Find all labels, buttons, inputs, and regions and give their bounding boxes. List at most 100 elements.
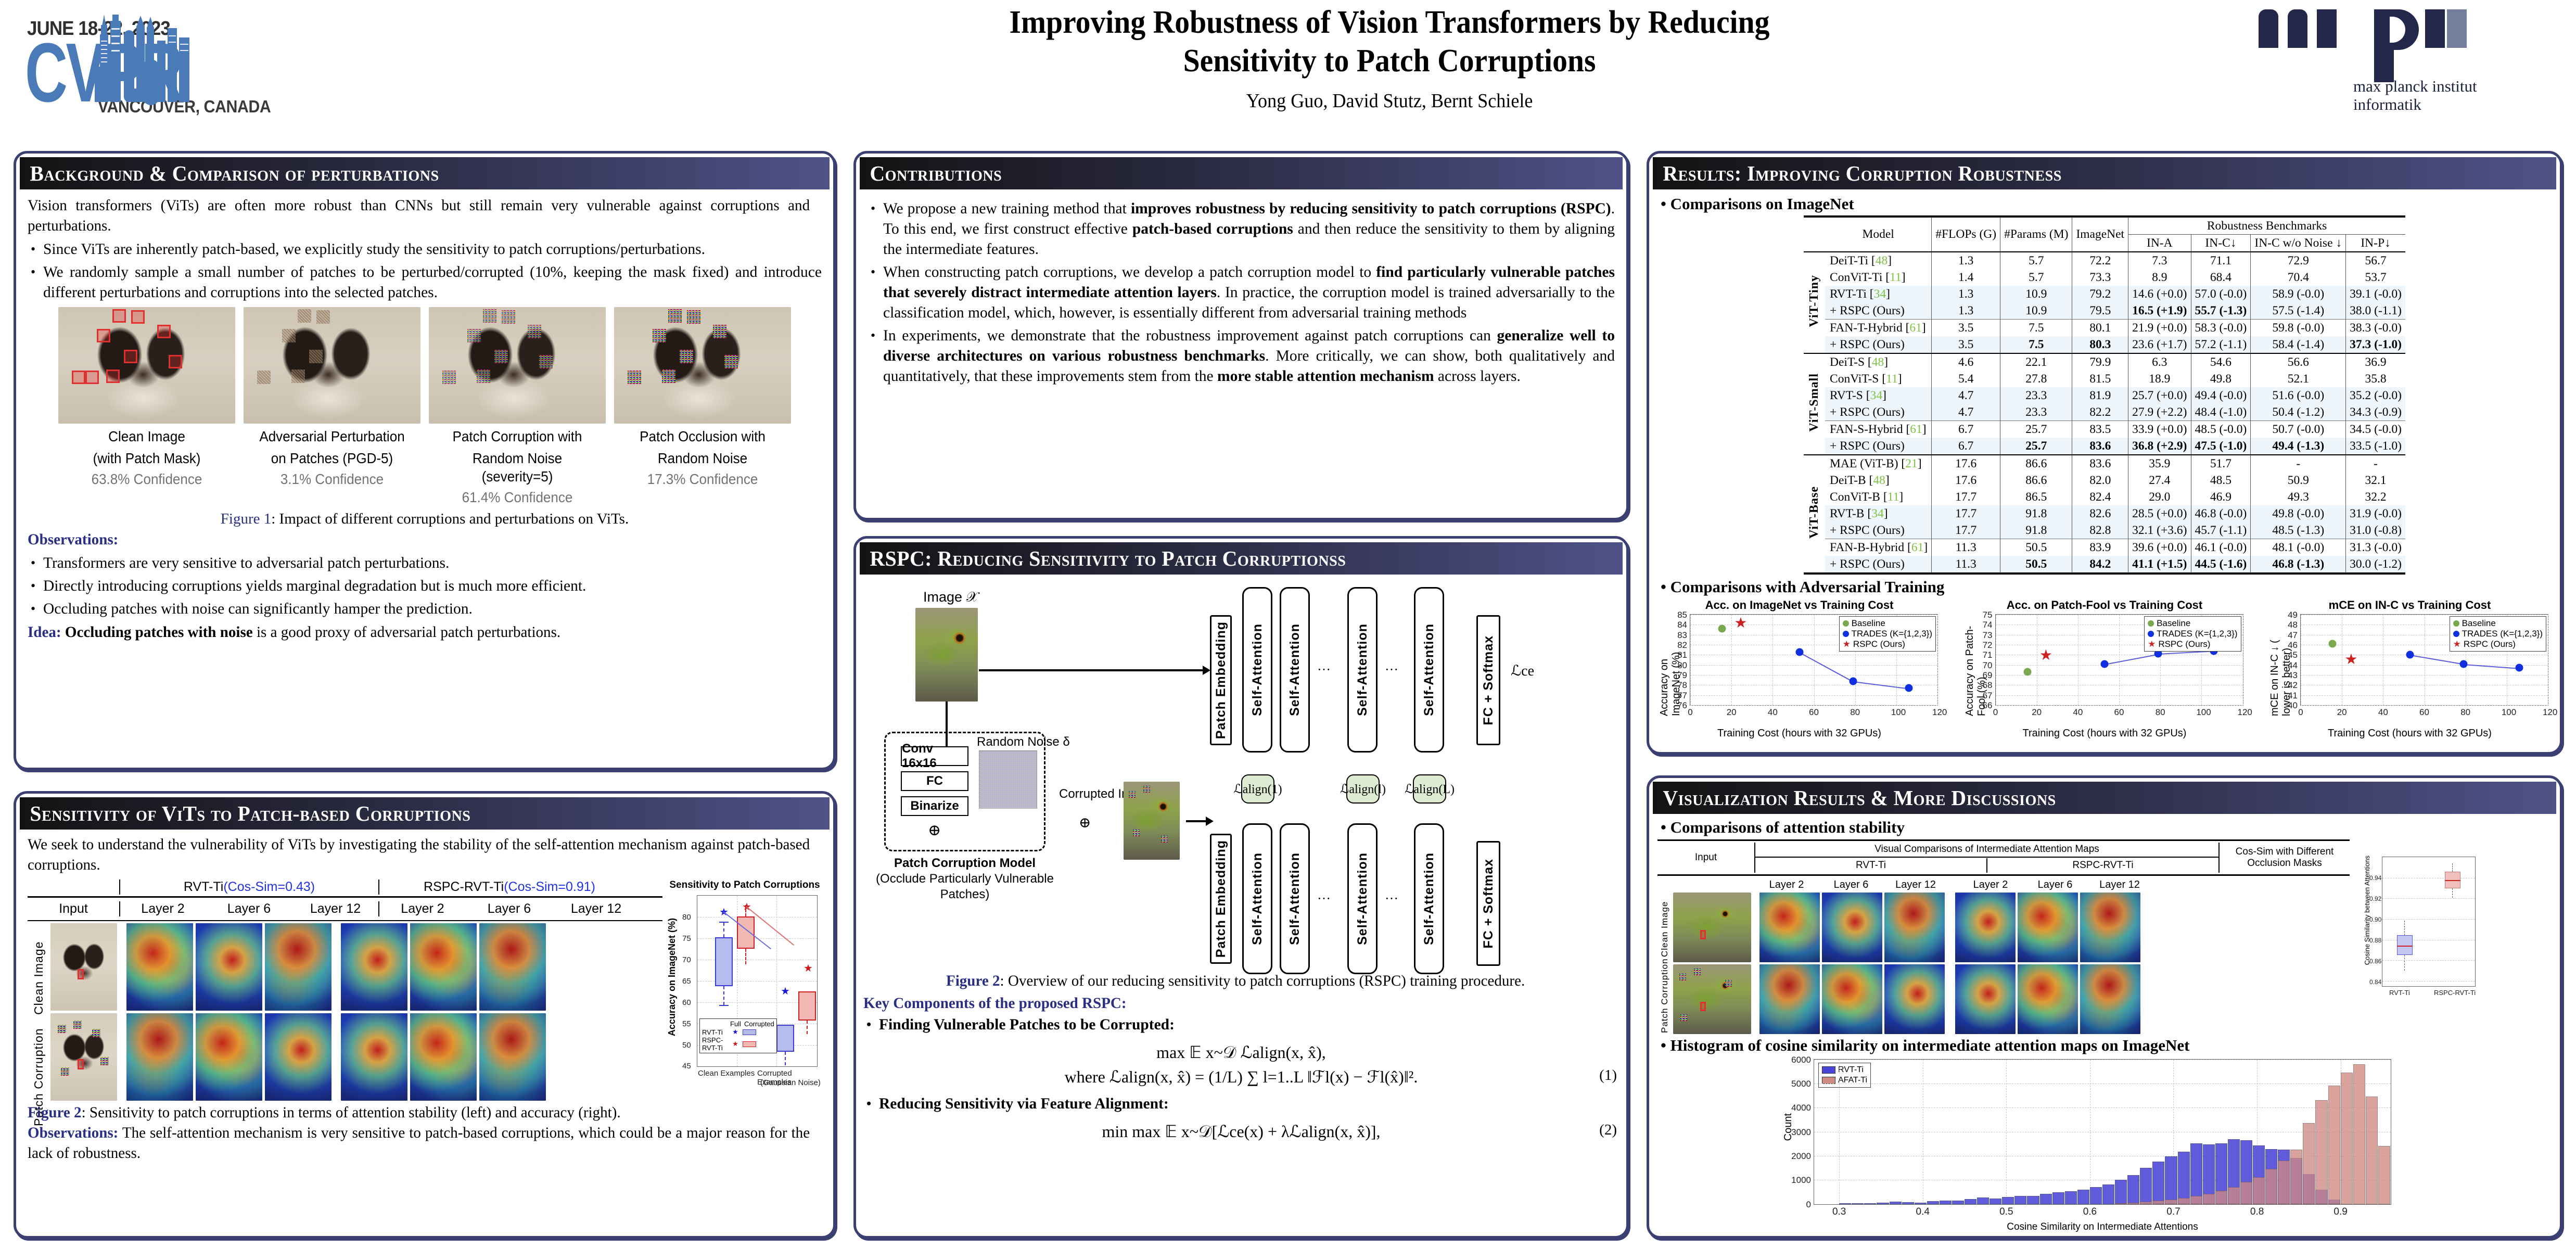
gridline [1937, 615, 1938, 705]
histogram-bar [2127, 1175, 2140, 1204]
cell-value: 27.9 (+2.2) [2128, 404, 2191, 421]
viz-cossim-boxplot: Cosine Similarity between Attentions [2350, 838, 2552, 1034]
cell-value: 91.8 [2000, 522, 2072, 539]
cell-value: 79.2 [2072, 286, 2128, 302]
attn-col-input: Input [59, 901, 88, 916]
cell-value: 71.1 [2190, 252, 2251, 269]
c0p0: We propose a new training method that [883, 200, 1131, 217]
cell-value: 45.7 (-1.1) [2190, 522, 2251, 539]
diagram-fc-softmax-bottom: FC + Softmax [1476, 841, 1500, 966]
panel-sensitivity-header: Sensitivity of ViTs to Patch-based Corru… [20, 797, 830, 830]
attn-group-left-cos: (Cos-Sim=0.43) [223, 880, 315, 894]
histogram-bar [2152, 1162, 2165, 1204]
cell-value: 37.3 (-1.0) [2345, 336, 2405, 353]
diagram-arrow-top [979, 669, 1203, 671]
sensitivity-observations-label: Observations: [28, 1124, 119, 1141]
histogram-bar [2152, 1201, 2165, 1204]
x-tick-label: 40 [2073, 707, 2083, 717]
diagram-ellipsis-bot-2: ··· [1385, 891, 1398, 906]
viz-thumb-rspc-l2-clean [1955, 892, 2016, 962]
attn-thumb-rvt-l2-corrupt [126, 1013, 193, 1101]
cell-value: 79.5 [2072, 302, 2128, 320]
histogram-bar [1952, 1201, 1965, 1204]
figure1-image-corruption [429, 307, 606, 424]
legend-label: RSPC (Ours) [1853, 639, 1905, 649]
x-tick-label: 60 [2114, 707, 2124, 717]
table-row: RVT-S [34] 4.7 23.3 81.9 25.7 (+0.0) 49.4 (-0… [1804, 387, 2405, 404]
x-tick-label: 80 [1850, 707, 1860, 717]
attn-col-l2-rspc: Layer 2 [401, 901, 444, 916]
diagram-fc-softmax-top: FC + Softmax [1476, 615, 1500, 745]
legend-label: Baseline [1851, 618, 1885, 628]
background-idea: Idea: Occluding patches with noise is a … [28, 622, 810, 643]
diagram-align-loss-1: ℒalign(1) [1233, 774, 1282, 804]
th-ina: IN-A [2128, 234, 2191, 252]
table-row: + RSPC (Ours) 1.3 10.9 79.5 16.5 (+1.9) 55.7 … [1804, 302, 2405, 320]
attn-group-right-cos: (Cos-Sim=0.91) [504, 880, 595, 894]
cell-value: 84.2 [2072, 556, 2128, 573]
x-tick-label: 0.5 [1999, 1206, 2013, 1217]
boxplot-legend-full: Full [730, 1020, 741, 1028]
cell-value: 82.0 [2072, 472, 2128, 489]
viz-thumb-rvt-l12-clean [1884, 892, 1945, 962]
results-plots: Acc. on ImageNet vs Training Cost Accura… [1657, 598, 2557, 740]
diagram-self-attention-bottom-4: Self-Attention [1414, 823, 1444, 974]
y-tick-label: 68 [1982, 680, 1993, 691]
background-idea-rest: is a good proxy of adversarial patch per… [252, 624, 561, 641]
figure1-label-0a: Clean Image [108, 428, 185, 444]
gridline [2201, 615, 2202, 705]
cell-value: 46.8 (-0.0) [2190, 505, 2251, 522]
y-tick-label: 69 [1982, 670, 1993, 680]
attn-thumb-input-corrupt [50, 1013, 117, 1101]
cossim-ytick-2: 0.88 [2369, 937, 2382, 944]
th-robustness-group: Robustness Benchmarks [2128, 216, 2405, 235]
rspc-eq2-text: min max 𝔼 x~𝒟[ℒce(x) + λℒalign(x, x̂)], [1102, 1122, 1381, 1141]
histogram-bar [2378, 1146, 2390, 1204]
diagram-self-attention-bottom-3: Self-Attention [1347, 823, 1378, 974]
y-tick-label: 79 [1677, 670, 1687, 680]
th-params: #Params (M) [2000, 216, 2072, 252]
data-point [2328, 640, 2337, 648]
viz-thumb-rvt-l12-corrupt [1884, 964, 1945, 1034]
cell-value: 6.3 [2128, 353, 2191, 371]
y-tick-label: 43 [2288, 670, 2298, 680]
y-tick-label: 1000 [1791, 1175, 1811, 1186]
histogram-bar [2315, 1100, 2328, 1204]
cell-model: DeiT-Ti [48] [1830, 253, 1892, 267]
background-bullet-0: Since ViTs are inherently patch-based, w… [28, 239, 822, 260]
cell-value: 23.3 [2000, 387, 2072, 404]
plot0-title: Acc. on ImageNet vs Training Cost [1705, 598, 1894, 611]
y-tick-label: 4000 [1791, 1103, 1811, 1113]
cell-value: 58.9 (-0.0) [2250, 286, 2346, 302]
data-point [2459, 660, 2468, 668]
cell-value: 48.1 (-0.0) [2250, 539, 2346, 556]
panel-visualization-header: Visualization Results & More Discussions [1653, 782, 2556, 814]
plot-patchfool-cost: Acc. on Patch-Fool vs Training Cost Accu… [1963, 598, 2252, 740]
y-tick-label: 49 [2288, 610, 2298, 620]
attn-col-l2-rvt: Layer 2 [119, 901, 206, 916]
cell-value: 6.7 [1931, 438, 2000, 455]
boxplot-legend-row-0: RVT-Ti [702, 1028, 723, 1036]
legend-label: RSPC (Ours) [2463, 639, 2516, 649]
hist-xlabel: Cosine Similarity on Intermediate Attent… [2007, 1221, 2198, 1232]
contributions-bullet-2: In experiments, we demonstrate that the … [868, 325, 1615, 387]
boxplot-ytick-0: 45 [682, 1062, 691, 1070]
attn-row-label-clean: Clean Image [32, 941, 45, 1015]
histogram-bar [2077, 1189, 2089, 1204]
x-tick-label: 100 [1891, 707, 1906, 717]
cell-value: 80.3 [2072, 336, 2128, 353]
boxplot-ytick-5: 70 [682, 955, 691, 964]
chart-legend: Baseline TRADES (K={1,2,3}) ★ RSPC (Ours) [2144, 616, 2241, 652]
legend-label: Baseline [2462, 618, 2496, 628]
diagram-self-attention-top-4: Self-Attention [1414, 587, 1444, 753]
x-tick-label: 0 [1993, 707, 1998, 717]
sensitivity-observations: Observations: The self-attention mechani… [28, 1123, 810, 1164]
gridline [1995, 705, 2243, 706]
diagram-ellipsis-top-2: ··· [1385, 662, 1398, 677]
data-point [1905, 684, 1913, 692]
cell-value: 48.5 (-0.0) [2190, 420, 2251, 438]
y-tick-label: 40 [2288, 700, 2298, 710]
diagram-ellipsis-top-1: ··· [1317, 662, 1331, 677]
histogram-bar [2165, 1200, 2177, 1204]
y-tick-label: 46 [2288, 640, 2298, 650]
